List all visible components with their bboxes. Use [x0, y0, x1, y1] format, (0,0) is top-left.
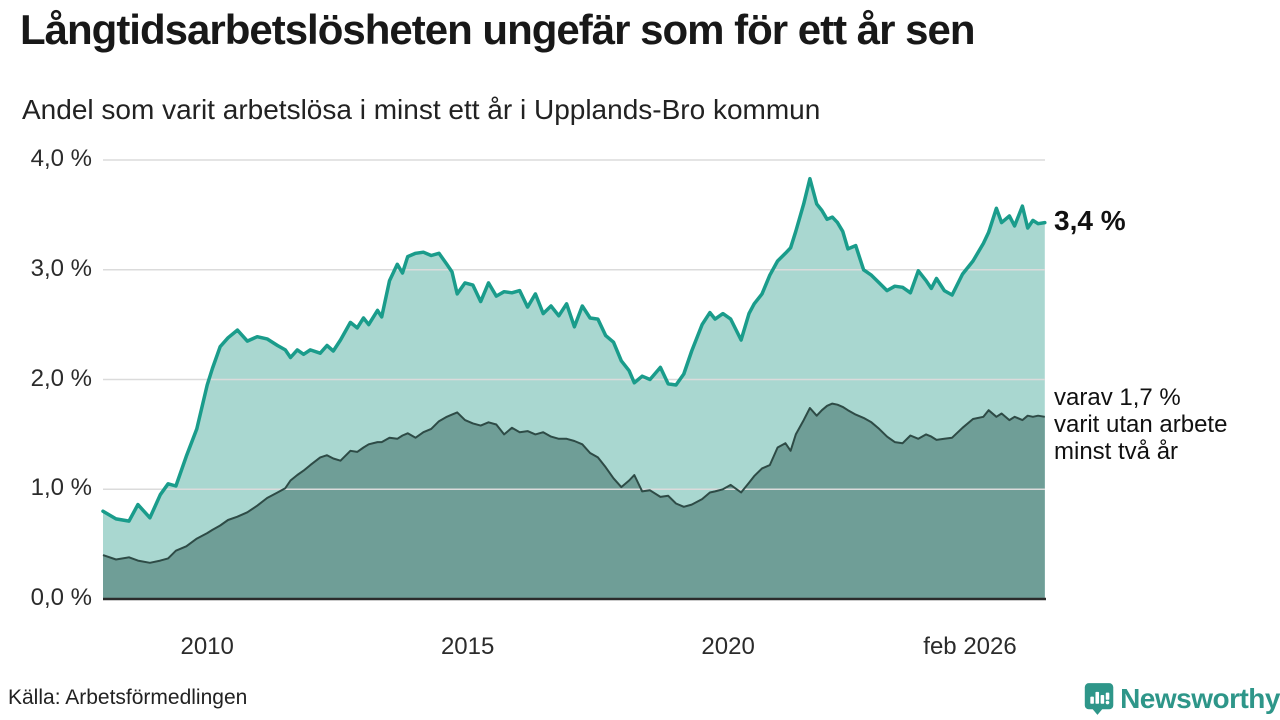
- y-tick-label: 4,0 %: [30, 145, 92, 172]
- total-line: [101, 176, 1047, 523]
- secondary-label-line-2: varit utan arbete: [1054, 411, 1228, 438]
- secondary-label-line-1: varav 1,7 %: [1054, 384, 1181, 411]
- x-tick-label: feb 2026: [923, 633, 1017, 660]
- chart-subtitle: Andel som varit arbetslösa i minst ett å…: [22, 94, 821, 125]
- x-tick-label: 2010: [180, 633, 234, 660]
- latest-value-label: 3,4 %: [1054, 205, 1126, 236]
- y-tick-label: 0,0 %: [30, 584, 92, 611]
- y-tick-label: 3,0 %: [30, 254, 92, 282]
- secondary-label-line-3: minst två år: [1054, 438, 1179, 465]
- x-tick-label: 2020: [701, 633, 755, 660]
- y-tick-label: 1,0 %: [30, 474, 92, 502]
- newsworthy-wordmark: Newsworthy: [1120, 683, 1280, 714]
- two-year-line: [102, 402, 1045, 564]
- newsworthy-bubble-chart-icon: [1084, 683, 1114, 715]
- secondary-value-label: varav 1,7 % varit utan arbete minst två …: [1054, 384, 1227, 465]
- y-tick-label: 2,0 %: [30, 364, 92, 392]
- source-note: Källa: Arbetsförmedlingen: [8, 686, 248, 709]
- area-two-year-fill: [103, 403, 1045, 599]
- page-title: Långtidsarbetslösheten ungefär som för e…: [20, 6, 976, 53]
- x-tick-label: 2015: [440, 633, 495, 660]
- newsworthy-logo: Newsworthy: [1084, 678, 1280, 720]
